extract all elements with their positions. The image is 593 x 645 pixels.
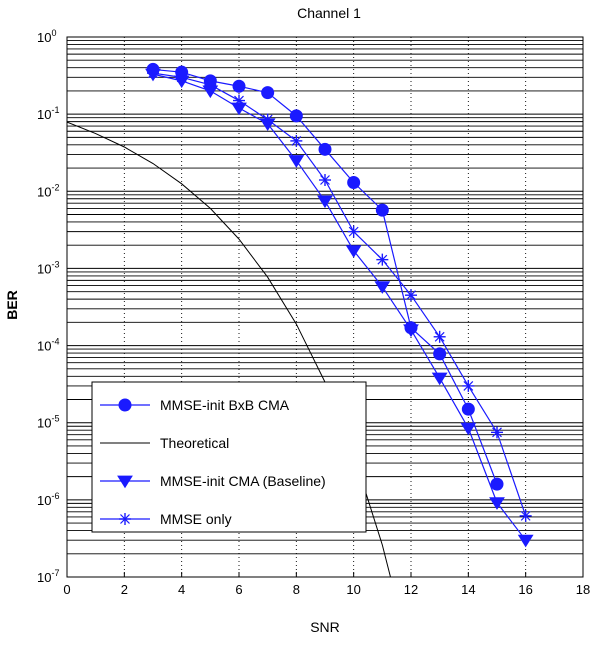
x-tick-label: 10 <box>346 582 360 597</box>
series-3-point <box>347 225 360 238</box>
y-tick-label: 10-5 <box>37 414 59 431</box>
chart-title: Channel 1 <box>297 5 361 21</box>
series-clip-group <box>67 62 534 577</box>
y-tick-label: 100 <box>37 28 56 45</box>
series-0-point <box>433 347 447 361</box>
series-line-2 <box>152 73 527 541</box>
series-3-point <box>491 426 503 439</box>
x-tick-label: 12 <box>404 582 418 597</box>
series-3-point <box>175 71 188 84</box>
legend-marker <box>119 513 131 525</box>
legend-marker <box>118 398 132 412</box>
y-tick-label: 10-7 <box>37 568 59 585</box>
series-0-point <box>261 86 275 100</box>
series-0-point <box>318 142 332 156</box>
legend-label: MMSE only <box>160 511 232 527</box>
series-3-point <box>376 253 389 266</box>
y-tick-label: 10-3 <box>37 259 59 276</box>
series-3-point <box>261 113 274 126</box>
series-3-point <box>519 509 532 522</box>
series-3-point <box>433 330 446 343</box>
x-axis-label: SNR <box>310 619 340 635</box>
series-2-point <box>317 195 333 209</box>
series-2-point <box>403 324 419 338</box>
series-2-point <box>460 422 477 436</box>
y-tick-label: 10-6 <box>37 491 59 508</box>
legend-label: MMSE-init BxB CMA <box>160 397 290 413</box>
ticks: 0 2 4 6 8 10 12 14 16 18 100 10-1 10-2 10-3 10-4 10-5 10… <box>37 28 590 597</box>
legend: MMSE-init BxB CMA Theoretical MMSE-init CM… <box>91 381 367 533</box>
series-0-point <box>289 109 303 123</box>
x-tick-label: 2 <box>121 582 128 597</box>
y-axis-label: BER <box>4 290 20 320</box>
series-2-point <box>374 281 391 294</box>
series-3-point <box>233 94 245 107</box>
series-3-point <box>405 289 417 302</box>
series-3-point <box>462 379 475 392</box>
series-3-point <box>147 67 159 80</box>
series-line-3 <box>152 72 527 517</box>
series-2-point <box>489 497 505 510</box>
x-tick-label: 6 <box>235 582 242 597</box>
series-0-point <box>232 79 246 93</box>
plot-frame <box>66 36 584 578</box>
x-tick-label: 4 <box>178 582 185 597</box>
x-tick-label: 0 <box>63 582 70 597</box>
series-2-point <box>517 534 534 548</box>
y-tick-label: 10-4 <box>37 337 59 354</box>
x-tick-label: 8 <box>293 582 300 597</box>
series-layer <box>67 62 534 577</box>
x-tick-label: 18 <box>576 582 590 597</box>
x-tick-label: 14 <box>461 582 475 597</box>
legend-label: MMSE-init CMA (Baseline) <box>160 473 326 489</box>
legend-label: Theoretical <box>160 435 229 451</box>
series-2-point <box>288 155 305 168</box>
series-3-point <box>204 78 217 91</box>
series-0-point <box>347 175 361 189</box>
x-tick-label: 16 <box>518 582 532 597</box>
series-3-point <box>319 174 331 187</box>
y-tick-label: 10-2 <box>37 182 59 199</box>
series-3-point <box>290 134 303 147</box>
series-2-point <box>431 372 448 386</box>
series-0-point <box>375 203 389 217</box>
legend-marker <box>117 475 133 489</box>
legend-box <box>91 381 367 533</box>
series-2-point <box>345 245 362 258</box>
series-0-point <box>461 402 475 416</box>
y-tick-label: 10-1 <box>37 105 59 122</box>
series-0-point <box>490 477 504 491</box>
